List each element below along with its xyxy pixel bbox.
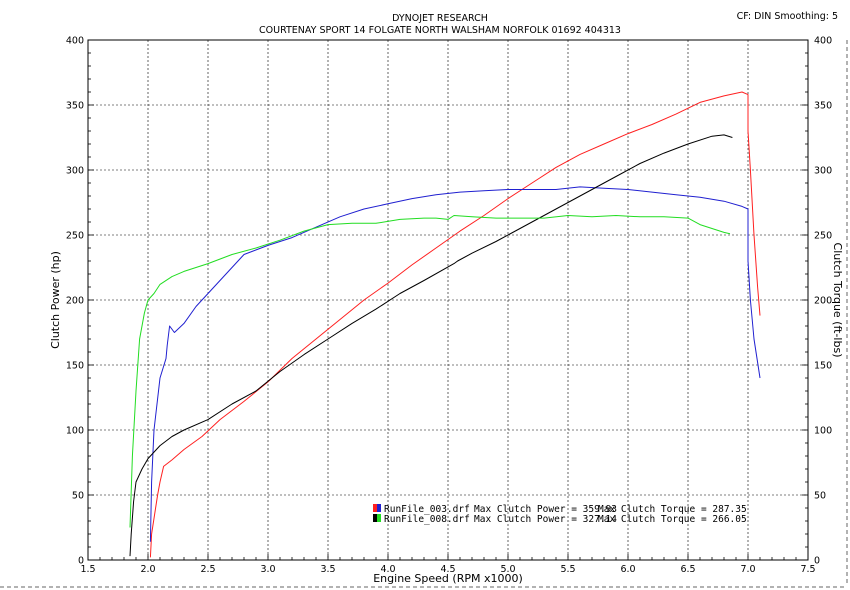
legend: RunFile_003.drf Max Clutch Power = 359.9… xyxy=(373,504,747,525)
legend-run1-torque: Max Clutch Torque = 287.35 xyxy=(598,504,747,515)
legend-swatch-run2-power xyxy=(373,514,377,522)
y2-tick-label: 200 xyxy=(814,296,832,307)
grid-lines xyxy=(88,40,808,560)
y-tick-label: 300 xyxy=(66,166,84,177)
chart-title: DYNOJET RESEARCH xyxy=(392,13,488,24)
y-tick-label: 50 xyxy=(72,491,84,502)
y-axis-label: Clutch Power (hp) xyxy=(49,251,62,349)
series-line xyxy=(149,186,761,542)
x-tick-label: 4.5 xyxy=(440,564,455,575)
y2-tick-label: 300 xyxy=(814,166,832,177)
legend-swatch-run1-power xyxy=(373,504,377,512)
y2-tick-label: 250 xyxy=(814,231,832,242)
y2-tick-label: 350 xyxy=(814,101,832,112)
x-tick-label: 1.5 xyxy=(80,564,95,575)
y2-tick-label: 100 xyxy=(814,426,832,437)
plot-area-border xyxy=(87,39,809,561)
series-line xyxy=(129,134,733,557)
settings-label: CF: DIN Smoothing: 5 xyxy=(737,11,838,22)
series-line xyxy=(149,91,761,558)
y-tick-label: 150 xyxy=(66,361,84,372)
legend-swatch-run1-torque xyxy=(377,504,381,512)
y-tick-label: 0 xyxy=(78,556,84,567)
y2-axis-label: Clutch Torque (ft-lbs) xyxy=(831,243,844,358)
y2-tick-label: 50 xyxy=(814,491,826,502)
y2-tick-label: 400 xyxy=(814,36,832,47)
chart-subtitle: COURTENAY SPORT 14 FOLGATE NORTH WALSHAM… xyxy=(259,25,621,36)
x-tick-label: 3.5 xyxy=(320,564,335,575)
y-tick-label: 200 xyxy=(66,296,84,307)
legend-run1-power: Max Clutch Power = 359.93 xyxy=(474,504,617,515)
x-tick-label: 7.5 xyxy=(800,564,815,575)
legend-run2-file: RunFile_008.drf xyxy=(384,514,470,525)
x-tick-label: 3.0 xyxy=(260,564,275,575)
x-tick-label: 4.0 xyxy=(380,564,395,575)
x-tick-label: 5.5 xyxy=(560,564,575,575)
legend-run2-torque: Max Clutch Torque = 266.05 xyxy=(598,514,747,525)
x-axis-label: Engine Speed (RPM x1000) xyxy=(373,572,523,585)
y-tick-label: 250 xyxy=(66,231,84,242)
y2-tick-label: 0 xyxy=(814,556,820,567)
y-tick-label: 350 xyxy=(66,101,84,112)
series-lines xyxy=(129,91,761,558)
legend-run2-power: Max Clutch Power = 327.14 xyxy=(474,514,617,525)
series-line xyxy=(129,215,731,528)
x-tick-label: 6.0 xyxy=(620,564,635,575)
y-tick-label: 100 xyxy=(66,426,84,437)
x-tick-label: 6.5 xyxy=(680,564,695,575)
x-tick-label: 5.0 xyxy=(500,564,515,575)
x-tick-label: 2.0 xyxy=(140,564,155,575)
legend-run1-file: RunFile_003.drf xyxy=(384,504,470,515)
y2-tick-label: 150 xyxy=(814,361,832,372)
legend-swatch-run2-torque xyxy=(377,514,381,522)
x-tick-label: 2.5 xyxy=(200,564,215,575)
y-tick-label: 400 xyxy=(66,36,84,47)
x-tick-label: 7.0 xyxy=(740,564,755,575)
